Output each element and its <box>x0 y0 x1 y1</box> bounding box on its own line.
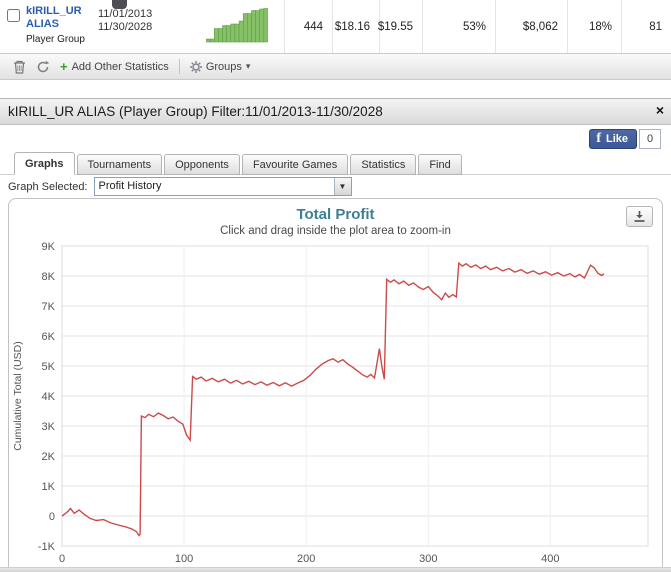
tab-favourite-games[interactable]: Favourite Games <box>241 154 349 175</box>
svg-text:-1K: -1K <box>38 541 56 553</box>
stat-percent-1: 53% <box>422 0 495 53</box>
graph-selector-row: Graph Selected: Profit History ▼ <box>0 175 671 198</box>
svg-text:2K: 2K <box>42 451 56 463</box>
facebook-icon: f <box>596 130 601 146</box>
player-table-row: kIRILL_UR ALIAS Player Group 11/01/2013 … <box>0 0 671 54</box>
download-icon <box>634 211 645 222</box>
svg-text:0: 0 <box>59 553 65 565</box>
tab-opponents[interactable]: Opponents <box>164 154 240 175</box>
like-label: Like <box>605 132 628 145</box>
chart-title: Total Profit <box>296 206 375 223</box>
stat-total-profit: $8,062 <box>495 0 567 53</box>
stat-score: 81 <box>621 0 671 53</box>
graph-selected-label: Graph Selected: <box>8 180 88 193</box>
svg-text:5K: 5K <box>42 361 56 373</box>
svg-text:8K: 8K <box>42 271 56 283</box>
gear-icon <box>189 60 202 73</box>
date-to-label: 11/30/2028 <box>98 21 153 33</box>
svg-text:9K: 9K <box>42 241 56 253</box>
facebook-like-button[interactable]: f Like <box>589 128 637 149</box>
player-name-line1: kIRILL_UR <box>26 5 82 17</box>
svg-text:1K: 1K <box>42 481 56 493</box>
player-name-line2: ALIAS <box>26 18 59 30</box>
chart-subtitle: Click and drag inside the plot area to z… <box>220 225 451 237</box>
trash-icon <box>14 60 25 74</box>
date-range-cell: 11/01/2013 11/30/2028 <box>98 0 166 53</box>
profit-sparkline <box>205 7 269 43</box>
tab-find[interactable]: Find <box>418 154 462 175</box>
like-row: f Like 0 <box>0 125 671 152</box>
svg-text:Cumulative Total (USD): Cumulative Total (USD) <box>12 341 24 451</box>
tab-bar: Graphs Tournaments Opponents Favourite G… <box>0 152 671 175</box>
svg-text:200: 200 <box>297 553 315 565</box>
stat-tournament-count: 444 <box>284 0 332 53</box>
stat-avg-buyin: $18.16 <box>332 0 379 53</box>
chart-panel: Total Profit Click and drag inside the p… <box>8 198 663 572</box>
stat-avg-stake: $19.55 <box>378 0 422 53</box>
groups-button[interactable]: Groups ▾ <box>185 59 256 75</box>
refresh-icon <box>37 60 50 72</box>
close-button[interactable]: × <box>655 102 664 118</box>
chevron-down-icon: ▾ <box>245 61 251 71</box>
panel-titlebar: kIRILL_UR ALIAS (Player Group) Filter:11… <box>0 98 671 125</box>
player-name-link[interactable]: kIRILL_UR ALIAS <box>26 5 98 31</box>
stat-percent-2: 18% <box>567 0 621 53</box>
add-other-statistics-label: Add Other Statistics <box>71 60 169 73</box>
refresh-button[interactable] <box>31 58 55 76</box>
svg-text:400: 400 <box>541 553 559 565</box>
graph-select-dropdown[interactable]: Profit History ▼ <box>93 177 352 196</box>
svg-text:7K: 7K <box>42 301 56 313</box>
download-chart-button[interactable] <box>626 206 653 227</box>
like-count-badge: 0 <box>639 128 661 149</box>
svg-text:300: 300 <box>419 553 437 565</box>
graph-select-value: Profit History <box>98 180 162 192</box>
date-from-label: 11/01/2013 <box>98 8 153 20</box>
add-other-statistics-button[interactable]: + Add Other Statistics <box>55 59 174 75</box>
plus-icon: + <box>60 58 68 74</box>
sparkline-cell <box>166 0 284 53</box>
delete-button[interactable] <box>8 58 31 76</box>
panel-title: kIRILL_UR ALIAS (Player Group) Filter:11… <box>8 104 383 119</box>
spacer <box>0 80 671 98</box>
partial-avatar-icon <box>112 0 127 9</box>
row-select-cell <box>0 0 26 53</box>
tab-graphs[interactable]: Graphs <box>14 152 75 175</box>
svg-text:0: 0 <box>49 511 55 523</box>
svg-text:4K: 4K <box>42 391 56 403</box>
toolbar: + Add Other Statistics Groups ▾ <box>0 54 671 80</box>
tab-tournaments[interactable]: Tournaments <box>76 154 163 175</box>
toolbar-separator <box>178 59 180 74</box>
row-checkbox[interactable] <box>7 9 20 22</box>
player-name-cell: kIRILL_UR ALIAS Player Group <box>26 0 98 53</box>
player-type-label: Player Group <box>26 34 85 45</box>
svg-text:100: 100 <box>175 553 193 565</box>
bottom-edge-strip <box>0 567 671 572</box>
dropdown-arrow-icon: ▼ <box>333 178 351 195</box>
tab-statistics[interactable]: Statistics <box>350 154 417 175</box>
svg-text:3K: 3K <box>42 421 56 433</box>
svg-text:6K: 6K <box>42 331 56 343</box>
groups-label: Groups <box>205 60 242 73</box>
